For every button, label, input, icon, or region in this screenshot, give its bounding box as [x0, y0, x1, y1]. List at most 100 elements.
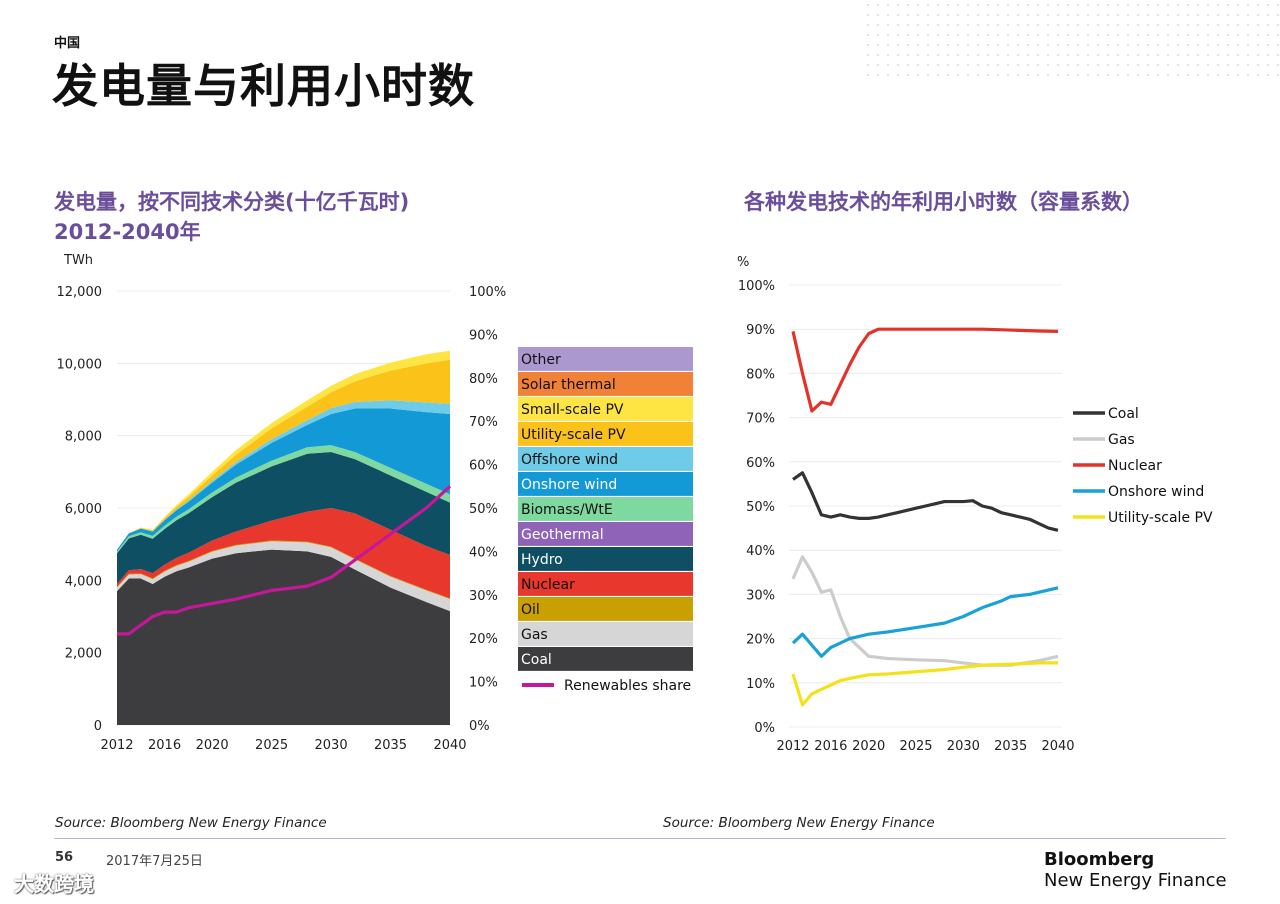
x-tick-label: 2020	[852, 739, 885, 754]
y2-tick-label: 80%	[469, 372, 498, 387]
decor-dot	[1007, 64, 1009, 66]
decor-dot	[947, 64, 949, 66]
decor-dot	[1137, 74, 1139, 76]
decor-dot	[867, 24, 869, 26]
decor-dot	[1227, 54, 1229, 56]
decor-dot	[957, 54, 959, 56]
decor-dot	[967, 74, 969, 76]
decor-dot	[897, 4, 899, 6]
y-tick-label: 70%	[746, 412, 775, 427]
decor-dot	[897, 24, 899, 26]
decor-dot	[1127, 24, 1129, 26]
left-y-axis-unit: TWh	[63, 253, 93, 268]
legend-swatch-solar-thermal	[518, 372, 693, 396]
decor-dot	[1067, 74, 1069, 76]
decor-dot	[1027, 34, 1029, 36]
decor-dot	[1017, 54, 1019, 56]
legend-label-coal: Coal	[521, 652, 552, 668]
decor-dot	[1017, 14, 1019, 16]
decor-dot	[997, 54, 999, 56]
legend-swatch-hydro	[518, 547, 693, 571]
y-tick-label: 20%	[746, 633, 775, 648]
decor-dot	[1147, 74, 1149, 76]
area-gas	[117, 541, 450, 612]
decor-dot	[1187, 64, 1189, 66]
decor-dot	[1177, 54, 1179, 56]
legend-label-onshore-wind: Onshore wind	[521, 477, 617, 493]
decor-dot	[947, 44, 949, 46]
decor-dot	[1227, 64, 1229, 66]
decor-dot	[1147, 4, 1149, 6]
decor-dot	[1117, 54, 1119, 56]
decor-dot	[1077, 44, 1079, 46]
decor-dot	[1007, 44, 1009, 46]
line-utility-scale-pv	[791, 661, 1058, 707]
decor-dot	[927, 24, 929, 26]
decor-dot	[1087, 54, 1089, 56]
decor-dot	[867, 44, 869, 46]
decor-dot	[1037, 34, 1039, 36]
decor-dot	[1237, 4, 1239, 6]
decor-dot	[1057, 24, 1059, 26]
decor-dot	[987, 24, 989, 26]
y-tick-label: 60%	[746, 456, 775, 471]
legend-label-nuclear: Nuclear	[1108, 458, 1162, 474]
decor-dot	[987, 4, 989, 6]
decor-dot	[887, 34, 889, 36]
decor-dot	[1187, 24, 1189, 26]
y2-tick-label: 60%	[469, 459, 498, 474]
decor-dot	[897, 14, 899, 16]
decor-dot	[1097, 74, 1099, 76]
decor-dot	[957, 74, 959, 76]
decor-dot	[1067, 54, 1069, 56]
decor-dot	[957, 24, 959, 26]
decor-dot	[917, 24, 919, 26]
decor-dot	[1047, 74, 1049, 76]
decor-dot	[977, 54, 979, 56]
decor-dot	[1107, 14, 1109, 16]
y2-tick-label: 0%	[469, 719, 490, 734]
decor-dot	[977, 44, 979, 46]
decor-dot	[1267, 34, 1269, 36]
y-tick-label: 100%	[738, 279, 775, 294]
decor-dot	[1067, 44, 1069, 46]
decor-dot	[1077, 54, 1079, 56]
watermark-logo: 大数跨境	[14, 872, 94, 896]
area-small-scale-pv	[117, 350, 450, 550]
decor-dot	[887, 74, 889, 76]
decor-dot	[1217, 34, 1219, 36]
y2-tick-label: 70%	[469, 415, 498, 430]
decor-dot	[1107, 74, 1109, 76]
y-tick-label: 50%	[746, 500, 775, 515]
decor-dot	[1077, 64, 1079, 66]
decor-dot	[907, 14, 909, 16]
decor-dot	[1147, 44, 1149, 46]
decor-dot	[907, 64, 909, 66]
decor-dot	[1127, 64, 1129, 66]
decorative-dot-grid	[867, 4, 1279, 76]
decor-dot	[1177, 4, 1179, 6]
decor-dot	[1217, 14, 1219, 16]
decor-dot	[1177, 14, 1179, 16]
x-tick-label: 2025	[255, 738, 288, 753]
y-tick-label: 4,000	[65, 574, 102, 589]
decor-dot	[1267, 64, 1269, 66]
decor-dot	[1107, 34, 1109, 36]
decor-dot	[1127, 54, 1129, 56]
decor-dot	[867, 34, 869, 36]
decor-dot	[1167, 24, 1169, 26]
x-tick-label: 2016	[814, 739, 847, 754]
decor-dot	[1117, 14, 1119, 16]
decor-dot	[907, 44, 909, 46]
decor-dot	[1057, 54, 1059, 56]
decor-dot	[1267, 44, 1269, 46]
decor-dot	[947, 54, 949, 56]
decor-dot	[1087, 34, 1089, 36]
y-tick-label: 2,000	[65, 647, 102, 662]
legend-swatch-oil	[518, 597, 693, 621]
decor-dot	[957, 4, 959, 6]
decor-dot	[1097, 44, 1099, 46]
decor-dot	[867, 64, 869, 66]
decor-dot	[1257, 14, 1259, 16]
brand-logo-line2: New Energy Finance	[1044, 870, 1227, 891]
